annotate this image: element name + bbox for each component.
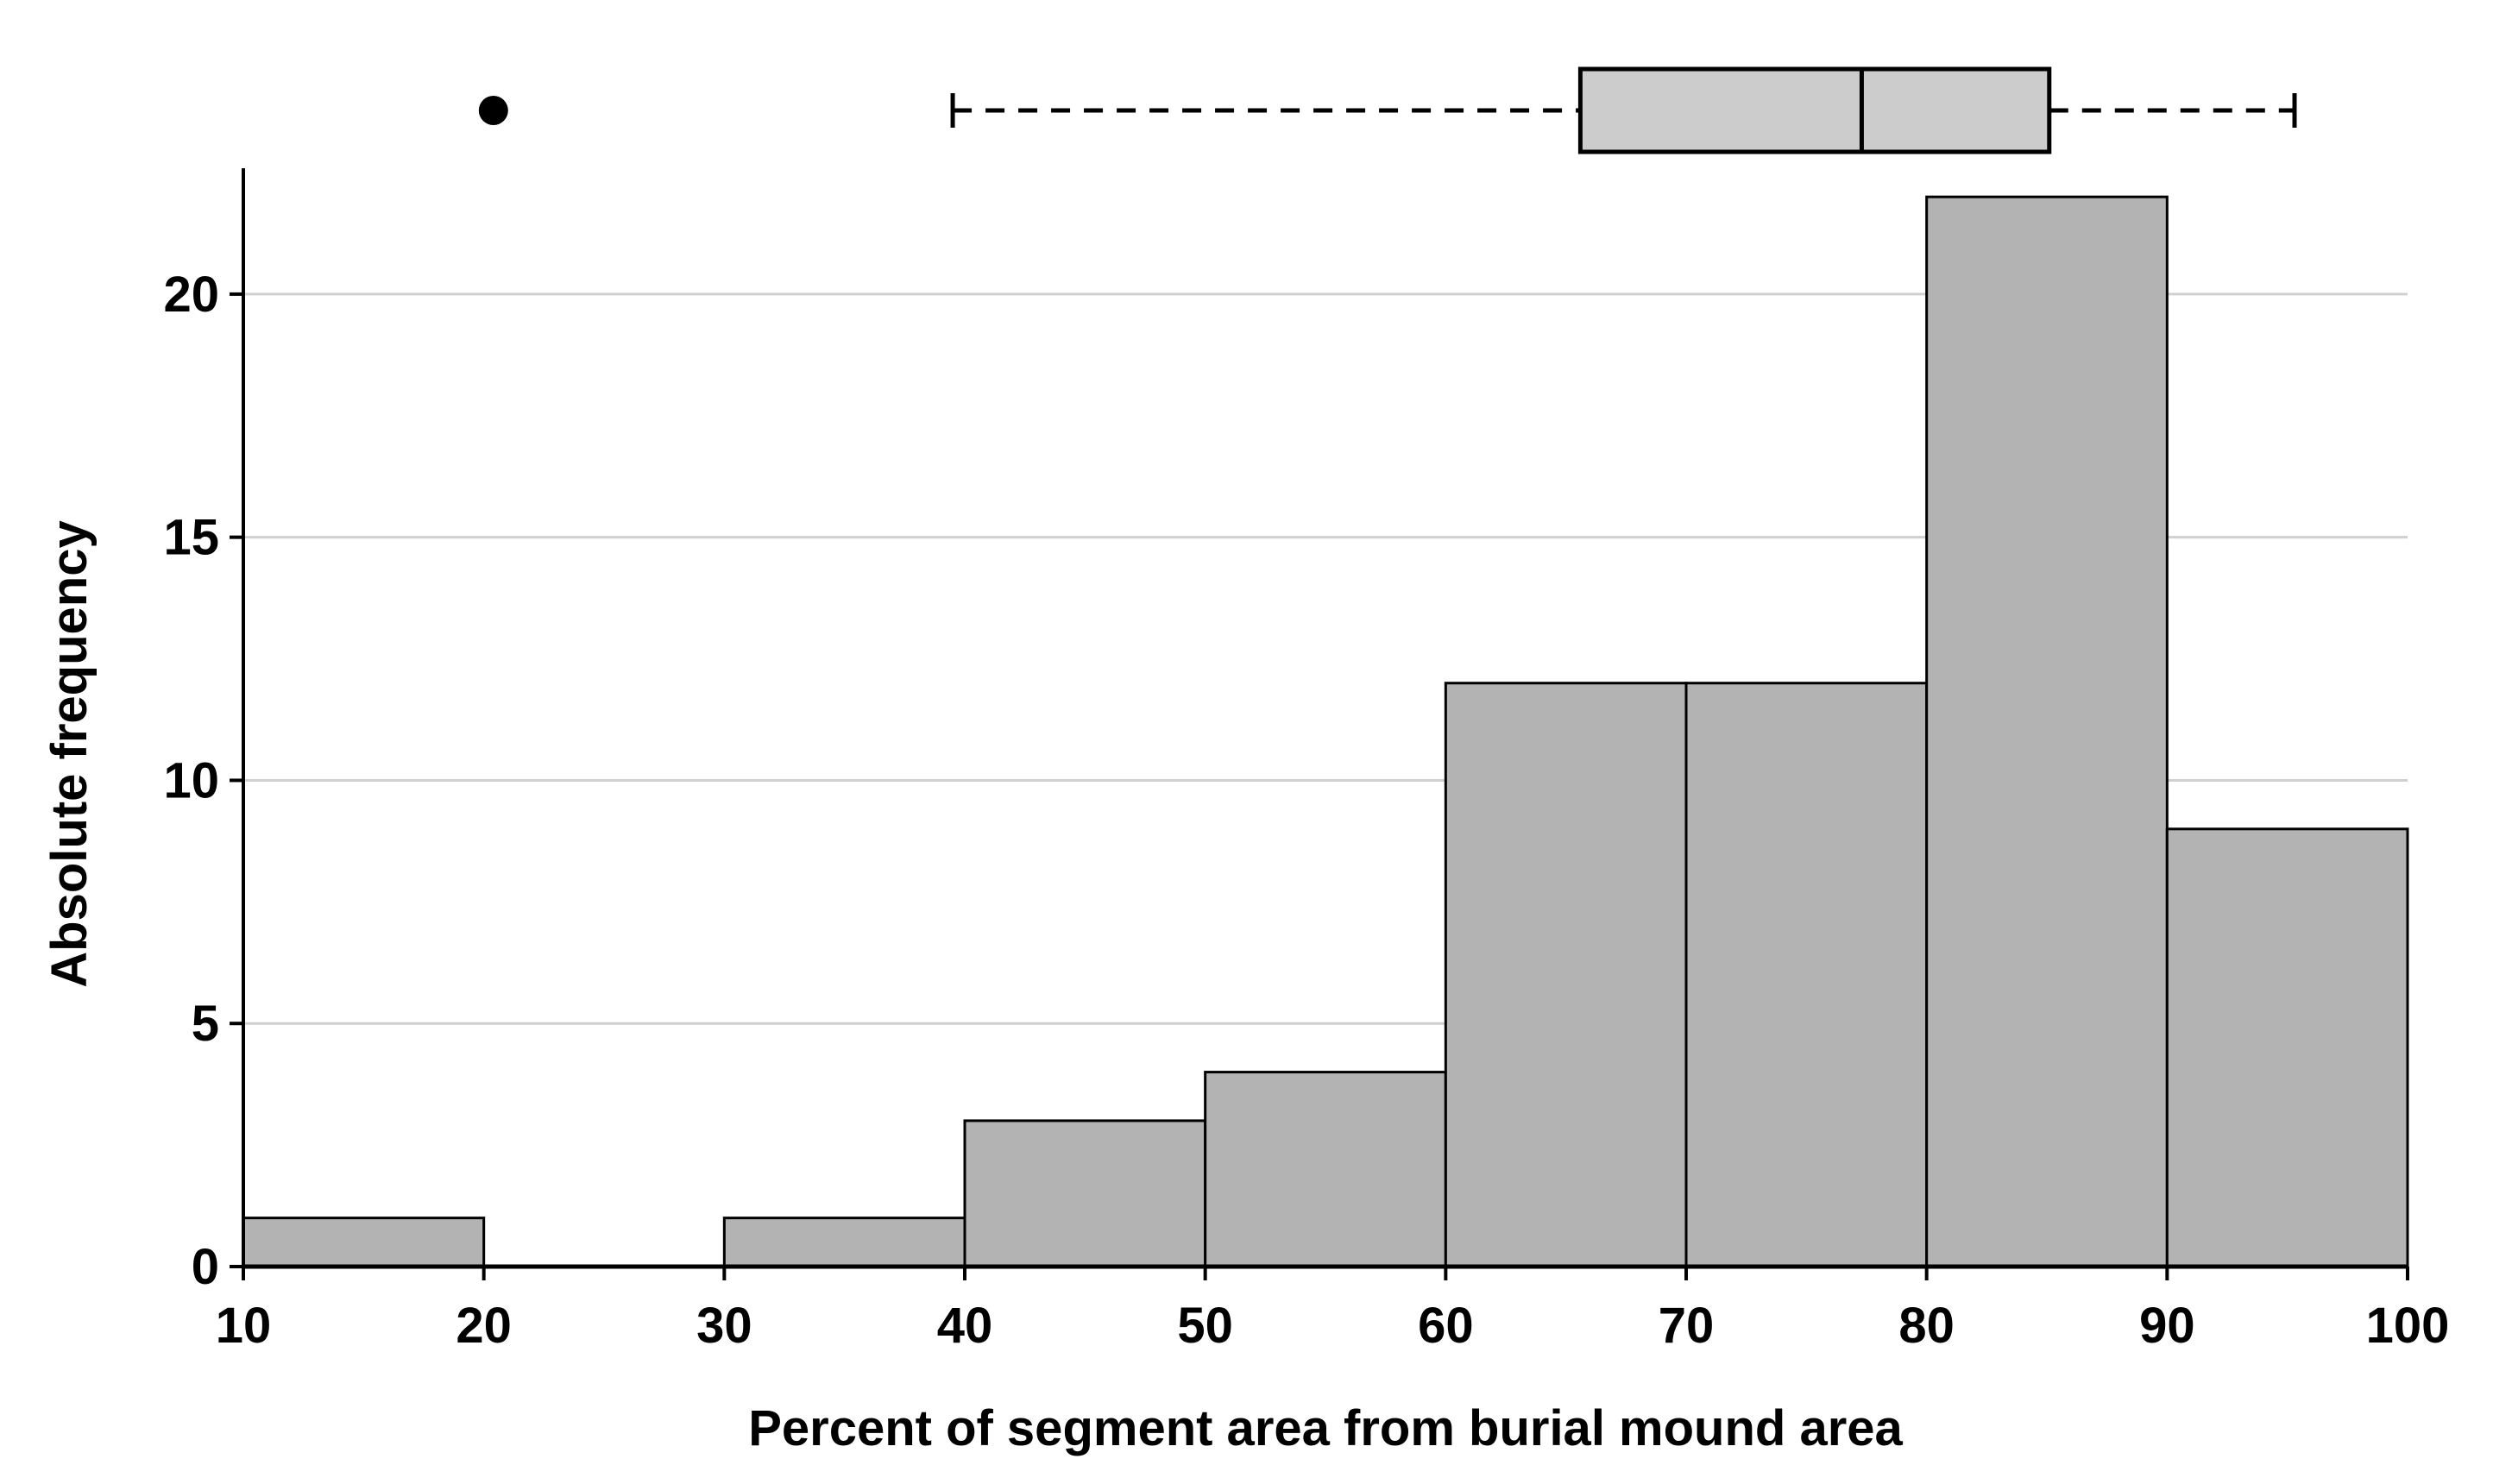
boxplot-outlier [478, 96, 508, 125]
bar-30-40 [722, 1217, 966, 1268]
x-axis-title: Percent of segment area from burial moun… [748, 1400, 1903, 1456]
tick-labels: 0 5 10 15 20 10 20 30 40 50 60 70 80 90 100 [163, 267, 2449, 1354]
y-tick-label: 15 [163, 510, 219, 566]
y-axis-title: Absolute frequency [41, 520, 98, 987]
x-tick-label: 20 [456, 1298, 512, 1354]
boxplot-box [1577, 66, 2052, 154]
x-tick-label: 10 [216, 1298, 272, 1354]
y-tick-label: 20 [163, 267, 219, 323]
y-tick-label: 10 [163, 752, 219, 808]
bar-40-50 [963, 1119, 1207, 1268]
x-tick-label: 30 [696, 1298, 752, 1354]
y-tick-label: 5 [192, 996, 219, 1052]
x-tick-label: 100 [2366, 1298, 2450, 1354]
bar-50-60 [1204, 1071, 1447, 1268]
x-tick-label: 70 [1659, 1298, 1715, 1354]
x-tick-label: 50 [1177, 1298, 1233, 1354]
bar-60-70 [1444, 682, 1688, 1268]
x-tick-label: 80 [1898, 1298, 1955, 1354]
x-tick-label: 40 [937, 1298, 993, 1354]
histogram-bars [242, 195, 2409, 1268]
y-tick-label: 0 [192, 1239, 219, 1295]
boxplot [478, 66, 2297, 154]
axes [230, 168, 2409, 1280]
bar-70-80 [1684, 682, 1929, 1268]
x-tick-label: 90 [2139, 1298, 2195, 1354]
bar-90-100 [2165, 827, 2409, 1268]
bar-10-20 [242, 1217, 486, 1268]
x-tick-label: 60 [1418, 1298, 1474, 1354]
bar-80-90 [1925, 195, 2169, 1268]
